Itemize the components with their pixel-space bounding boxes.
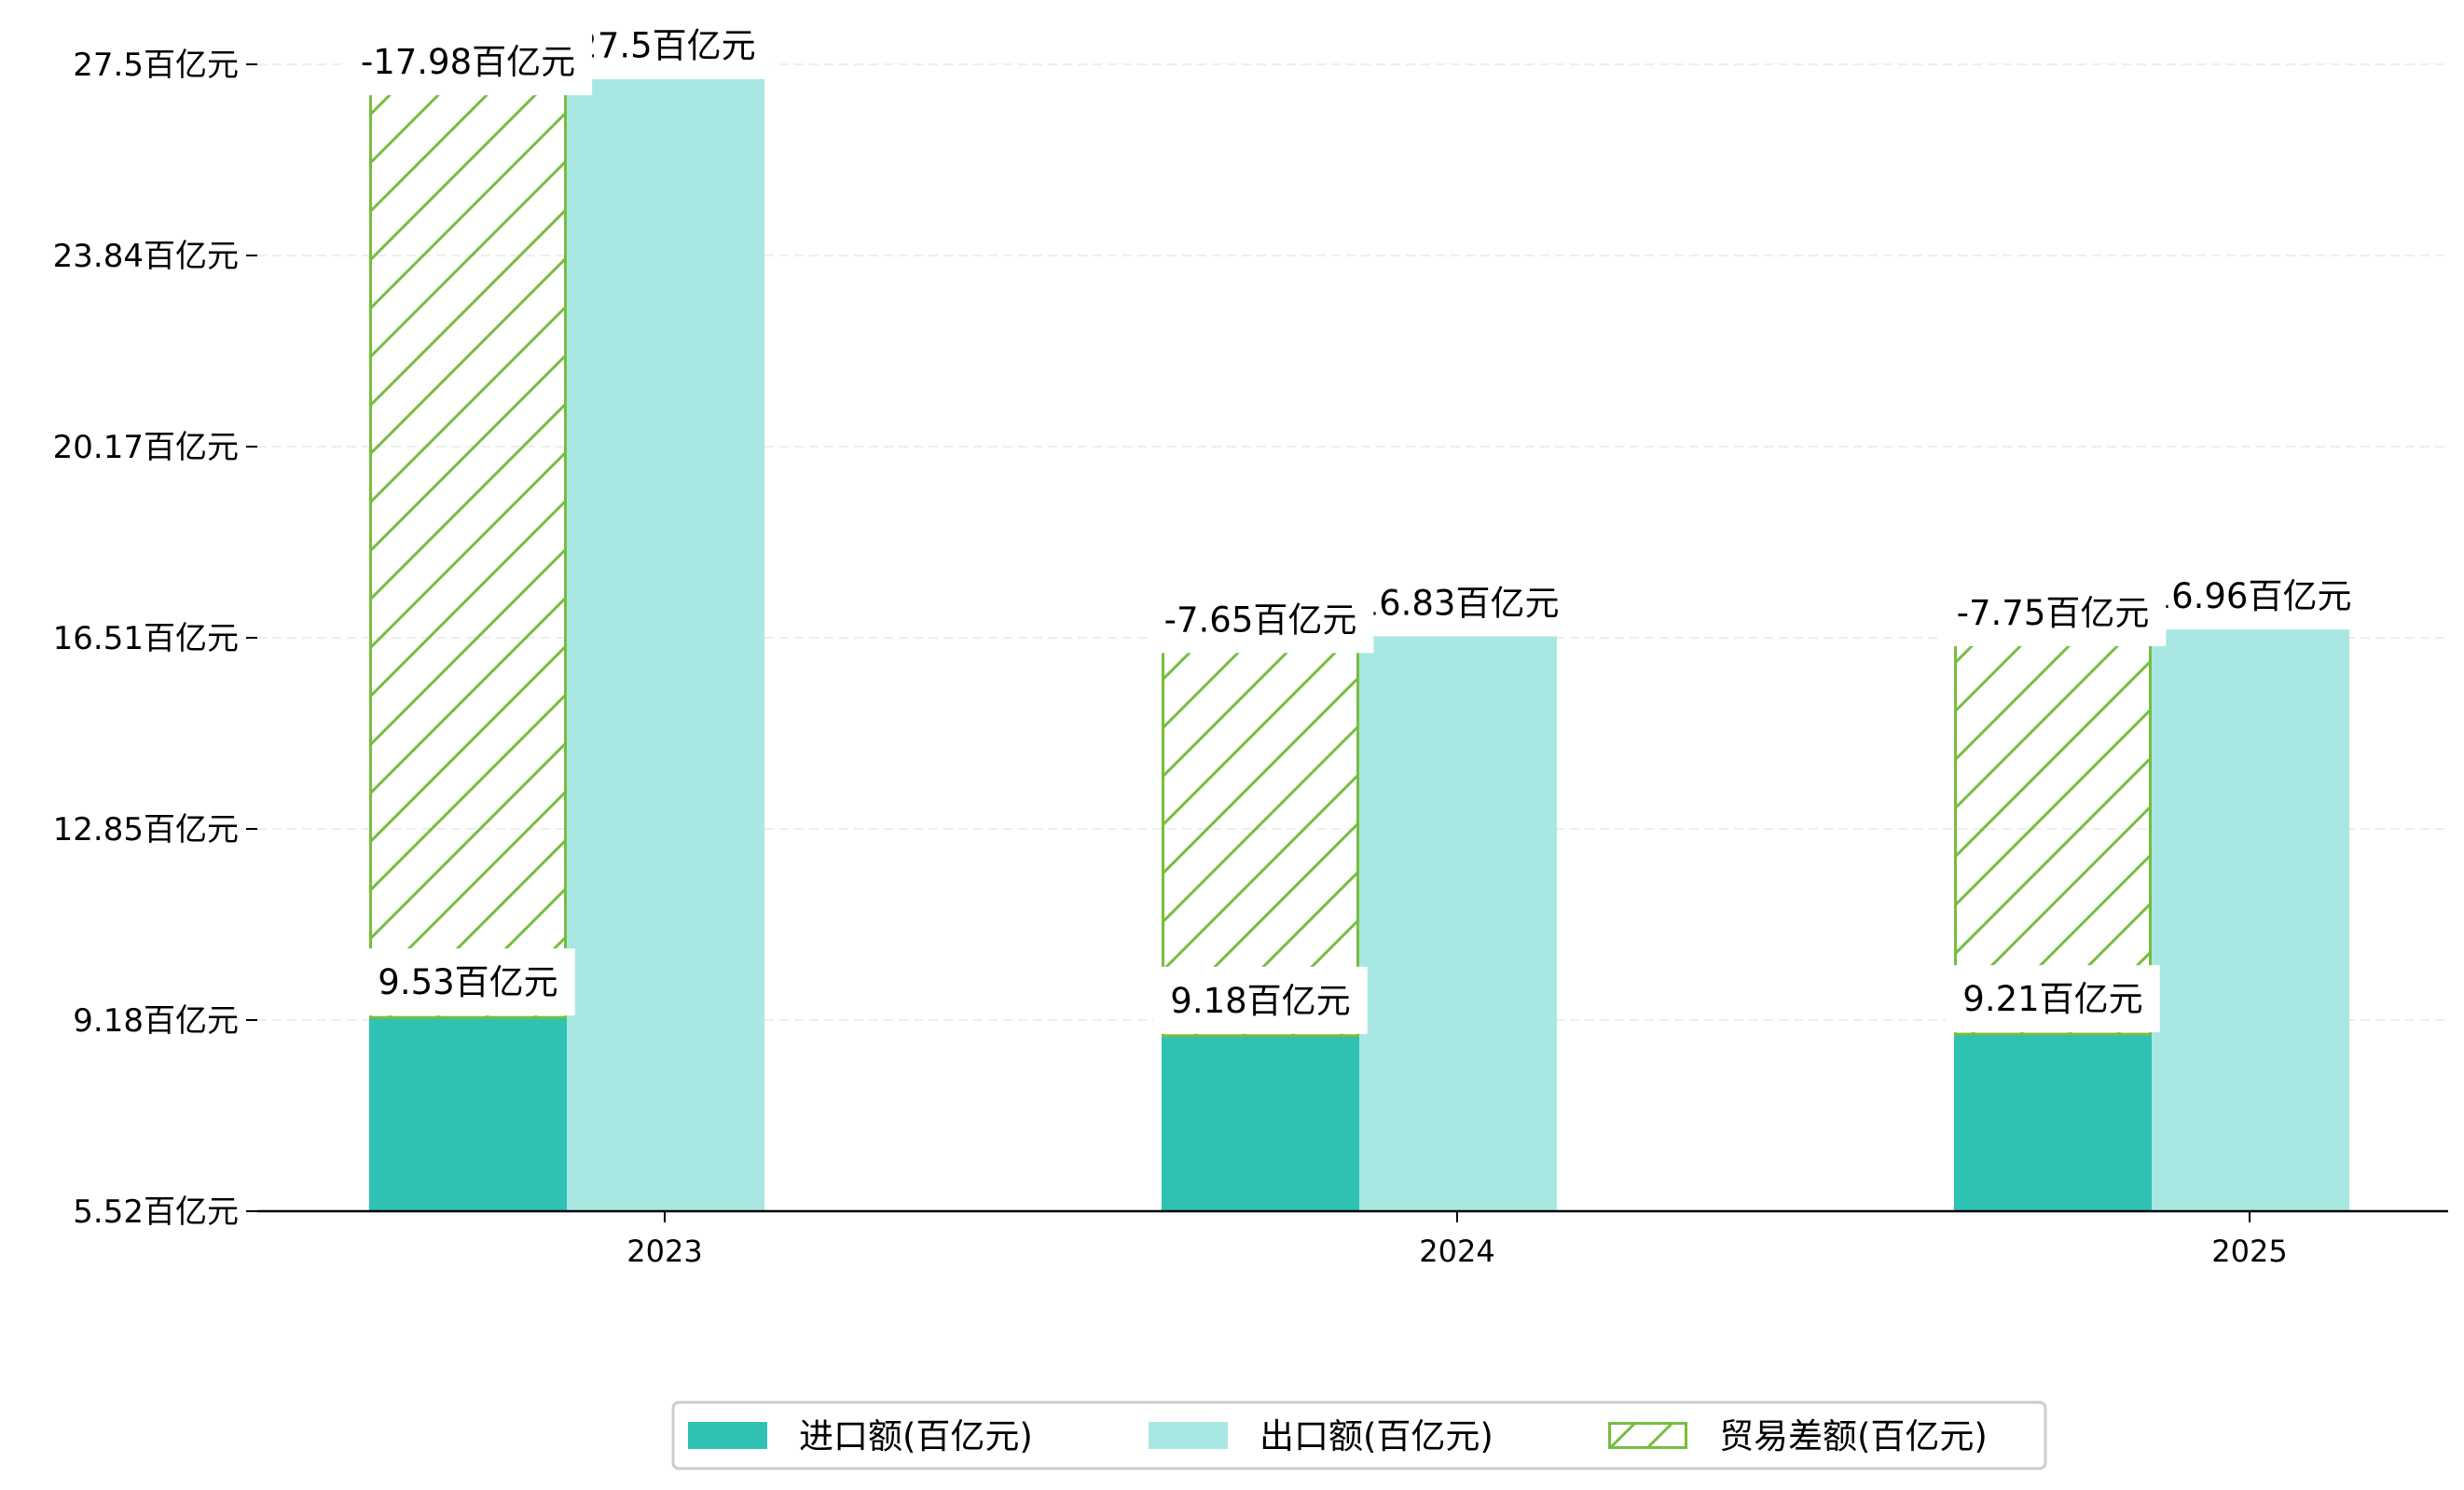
import-bar xyxy=(369,1017,567,1211)
x-tick-label: 2025 xyxy=(2211,1234,2287,1269)
import-value-label: 9.21百亿元 xyxy=(1962,979,2142,1019)
y-tick-label: 23.84百亿元 xyxy=(53,238,239,275)
x-tick-label: 2024 xyxy=(1419,1234,1494,1269)
legend-swatch-balance xyxy=(1608,1422,1687,1449)
import-bar xyxy=(1954,1034,2152,1211)
export-bar xyxy=(2152,629,2349,1211)
import-value-label-bg xyxy=(1153,966,1368,1034)
import-bar xyxy=(1162,1035,1359,1211)
y-tick-label: 9.18百亿元 xyxy=(73,1002,239,1040)
export-value-label-bg xyxy=(558,11,773,79)
balance-value-label: -7.75百亿元 xyxy=(1957,593,2150,633)
balance-value-label-bg xyxy=(1147,586,1374,654)
legend-box xyxy=(671,1400,2047,1470)
y-tick-label: 20.17百亿元 xyxy=(53,429,239,466)
export-value-label: 27.5百亿元 xyxy=(575,26,755,66)
legend-swatch-export xyxy=(1149,1422,1228,1449)
import-value-label-bg xyxy=(1946,965,2160,1033)
balance-value-label: -7.65百亿元 xyxy=(1164,600,1357,640)
import-value-label-bg xyxy=(361,948,575,1016)
export-value-label-bg xyxy=(2132,562,2369,630)
export-value-label: 16.96百亿元 xyxy=(2150,576,2352,616)
export-value-label-bg xyxy=(1340,569,1576,637)
balance-value-label: -17.98百亿元 xyxy=(361,42,575,82)
y-tick-label: 16.51百亿元 xyxy=(53,620,239,657)
legend-swatch-import xyxy=(688,1422,767,1449)
import-value-label: 9.18百亿元 xyxy=(1170,981,1350,1021)
y-tick-label: 5.52百亿元 xyxy=(73,1193,239,1231)
balance-value-label-bg xyxy=(1939,579,2167,647)
export-bar xyxy=(1359,636,1557,1211)
legend-label-import: 进口额(百亿元) xyxy=(799,1416,1033,1456)
export-bar xyxy=(567,78,764,1211)
trade-balance-bar xyxy=(369,76,567,1019)
legend-label-balance: 贸易差额(百亿元) xyxy=(1719,1416,1988,1456)
legend-label-export: 出口额(百亿元) xyxy=(1260,1416,1494,1456)
x-tick-label: 2023 xyxy=(626,1234,702,1269)
y-tick-label: 27.5百亿元 xyxy=(73,47,239,84)
export-value-label: 16.83百亿元 xyxy=(1357,583,1560,623)
y-tick-label: 12.85百亿元 xyxy=(53,811,239,848)
balance-value-label-bg xyxy=(343,28,593,96)
import-value-label: 9.53百亿元 xyxy=(378,962,557,1002)
